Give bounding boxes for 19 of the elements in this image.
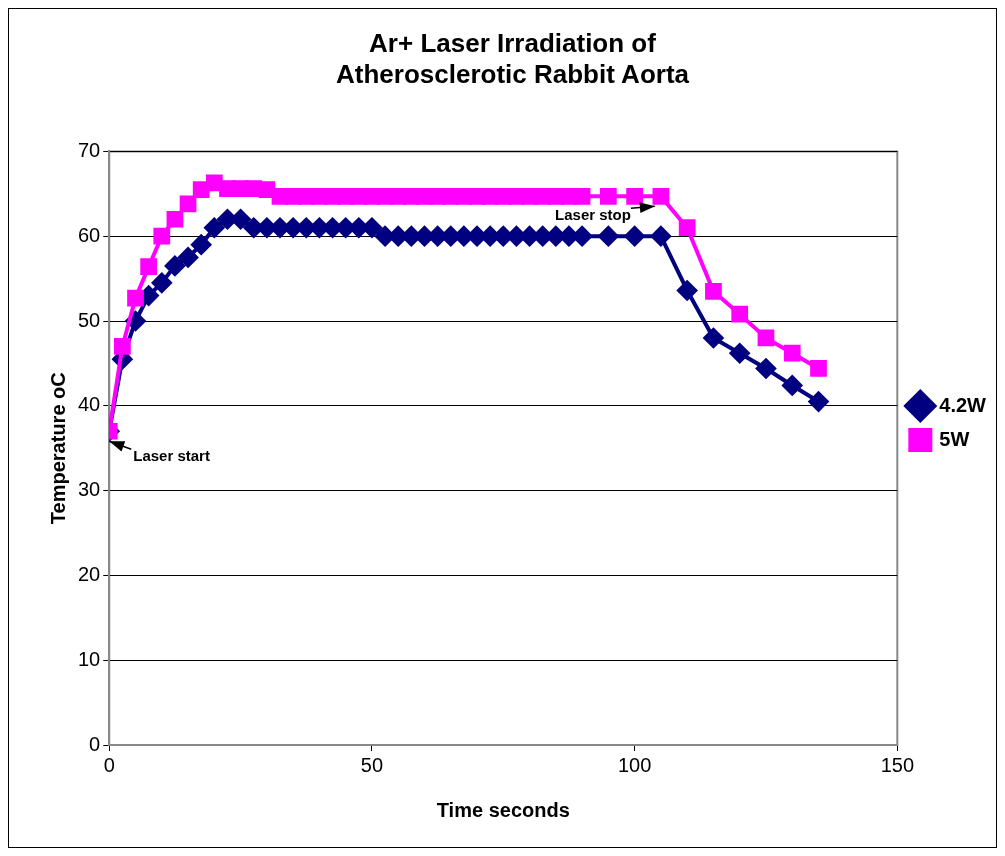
y-axis-title: Temperature oC: [46, 372, 69, 525]
x-tick-label: 0: [103, 753, 115, 776]
y-tick-label: 20: [78, 562, 101, 585]
x-tick-label: 150: [880, 753, 915, 776]
y-tick-label: 40: [78, 393, 101, 416]
y-tick-label: 70: [78, 138, 101, 161]
y-tick-label: 0: [89, 732, 101, 755]
y-tick-label: 10: [78, 647, 101, 670]
y-tick-label: 50: [78, 308, 101, 331]
y-tick-label: 60: [78, 223, 101, 246]
annotation: Laser stop: [555, 206, 631, 224]
x-axis-title: Time seconds: [436, 798, 570, 821]
y-tick-label: 30: [78, 478, 101, 501]
legend-label: 5W: [939, 427, 970, 450]
x-tick-label: 50: [360, 753, 384, 776]
x-tick-label: 100: [617, 753, 652, 776]
annotation: Laser start: [133, 447, 210, 465]
legend-label: 4.2W: [939, 393, 987, 416]
chart-title: Ar+ Laser Irradiation of Atherosclerotic Rabbit Aorta: [336, 27, 690, 89]
